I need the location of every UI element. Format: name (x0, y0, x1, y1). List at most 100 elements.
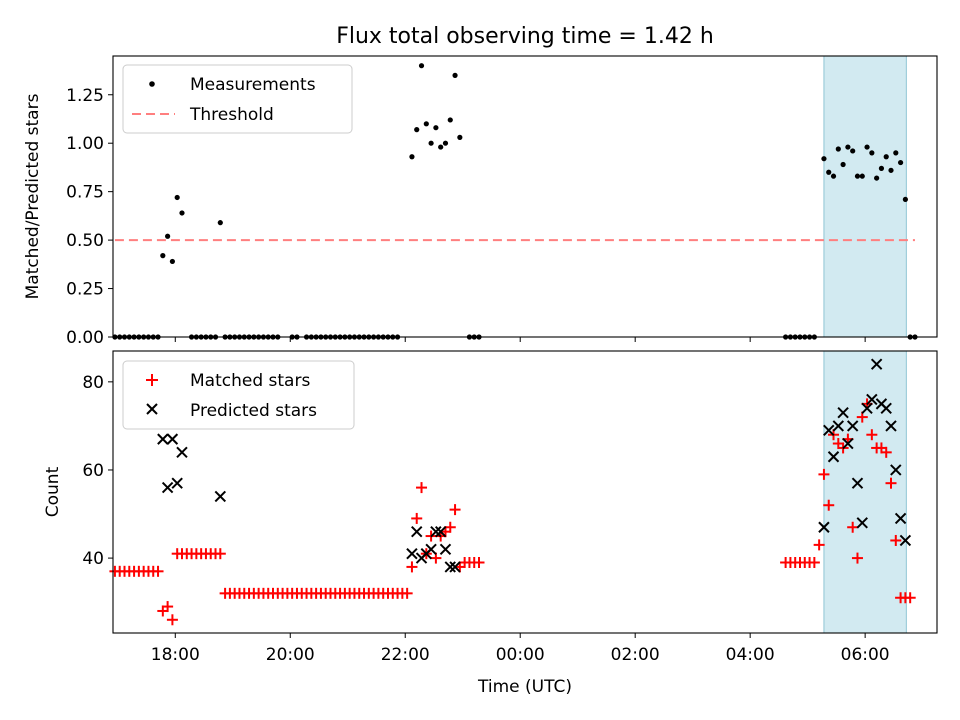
bottom-panel: 40 60 80 18:00 20:00 22:00 00:00 02:00 04:00 06:… (43, 350, 938, 697)
predicted-star-point (837, 406, 849, 419)
predicted-star-point (439, 543, 452, 555)
measurement-point (169, 258, 176, 265)
matched-star-point (152, 565, 164, 577)
bottom-observing-window (823, 350, 907, 634)
bottom-legend: Matched stars Predicted stars (122, 360, 355, 430)
matched-star-point (162, 601, 174, 613)
legend-measurements-marker (149, 81, 155, 87)
predicted-star-point (171, 477, 183, 489)
measurement-point (854, 173, 861, 179)
matched-star-point (401, 587, 413, 599)
predicted-star-point (842, 437, 854, 450)
measurement-point (217, 220, 223, 226)
measurement-point (869, 150, 875, 156)
matched-star-point (166, 614, 178, 626)
predicted-star-point (851, 477, 864, 489)
legend-predicted-label: Predicted stars (190, 401, 317, 421)
measurement-point (428, 140, 434, 146)
predicted-star-point (161, 481, 174, 494)
matched-star-point (890, 534, 902, 546)
top-y-axis-label: Matched/Predicted stars (23, 93, 43, 299)
measurement-point (165, 233, 171, 239)
measurement-point (174, 194, 180, 201)
matched-star-point (444, 521, 456, 533)
measurement-point (433, 125, 439, 131)
legend-measurements-label: Measurements (190, 75, 316, 95)
legend-threshold-label: Threshold (189, 105, 274, 125)
measurement-point (830, 173, 837, 179)
y-tick-label: 0.75 (66, 183, 104, 203)
top-legend-box (122, 64, 353, 134)
x-tick-label: 06:00 (841, 645, 890, 665)
matched-star-point (406, 561, 418, 573)
figure-title: Flux total observing time = 1.42 h (336, 24, 714, 49)
matched-star-point (411, 512, 423, 524)
measurement-point (821, 156, 827, 162)
measurement-point (447, 117, 453, 123)
measurement-point (883, 154, 889, 160)
predicted-star-point (434, 525, 447, 538)
predicted-star-point (856, 517, 868, 529)
x-tick-label: 00:00 (496, 645, 545, 665)
x-tick-label: 04:00 (726, 645, 775, 665)
measurement-point (902, 196, 908, 203)
x-tick-label: 20:00 (266, 645, 315, 665)
matched-star-point (473, 557, 485, 568)
y-tick-label: 0.25 (66, 280, 104, 300)
predicted-star-point (890, 464, 902, 476)
predicted-star-point (846, 420, 859, 432)
predicted-star-point (880, 402, 892, 414)
y-tick-label: 1.25 (66, 86, 104, 106)
matched-star-point (808, 557, 820, 568)
predicted-star-point (157, 433, 169, 445)
top-panel: 0.00 0.25 0.50 0.75 1.00 1.25 Matched/Predict… (23, 55, 938, 348)
matched-star-point (818, 468, 830, 480)
predicted-star-point (176, 446, 188, 459)
measurement-point (874, 175, 880, 181)
predicted-star-point (444, 561, 456, 573)
predicted-star-point (827, 451, 840, 463)
y-tick-label: 0.00 (66, 328, 104, 348)
measurement-point (418, 63, 425, 69)
predicted-star-point (425, 543, 437, 555)
measurement-point (859, 173, 865, 179)
top-legend: Measurements Threshold (122, 64, 353, 134)
measurement-point (845, 144, 851, 150)
measurement-point (442, 140, 449, 146)
predicted-star-point (870, 358, 883, 370)
matched-star-point (823, 499, 835, 511)
predicted-star-point (823, 424, 835, 437)
measurement-point (878, 165, 885, 171)
measurement-point (452, 72, 458, 78)
predicted-star-point (214, 490, 227, 503)
matched-star-point (416, 482, 428, 494)
matched-star-point (904, 592, 916, 604)
measurement-point (457, 134, 463, 140)
predicted-star-point (894, 512, 907, 525)
predicted-star-point (166, 433, 179, 445)
matched-star-point (214, 548, 226, 560)
matched-star-point (449, 504, 461, 516)
legend-predicted-marker (146, 403, 158, 415)
predicted-star-point (861, 402, 873, 414)
x-tick-label: 18:00 (151, 645, 200, 665)
measurement-point (864, 144, 870, 150)
predicted-star-point (411, 525, 423, 538)
predicted-star-point (406, 547, 418, 560)
measurement-point (438, 144, 444, 150)
x-axis-label: Time (UTC) (477, 677, 572, 697)
y-tick-label: 1.00 (66, 134, 104, 154)
bottom-legend-box (122, 360, 355, 430)
measurement-point (850, 148, 856, 154)
predicted-star-point (430, 525, 442, 538)
measurement-point (897, 159, 904, 166)
measurement-point (893, 150, 899, 156)
top-observing-window (823, 55, 907, 338)
predicted-star-point (832, 420, 845, 432)
measurement-point (826, 169, 832, 175)
predicted-star-point (885, 420, 897, 432)
measurement-point (888, 167, 894, 173)
matched-star-point (813, 539, 825, 551)
y-tick-label: 0.50 (66, 231, 104, 251)
